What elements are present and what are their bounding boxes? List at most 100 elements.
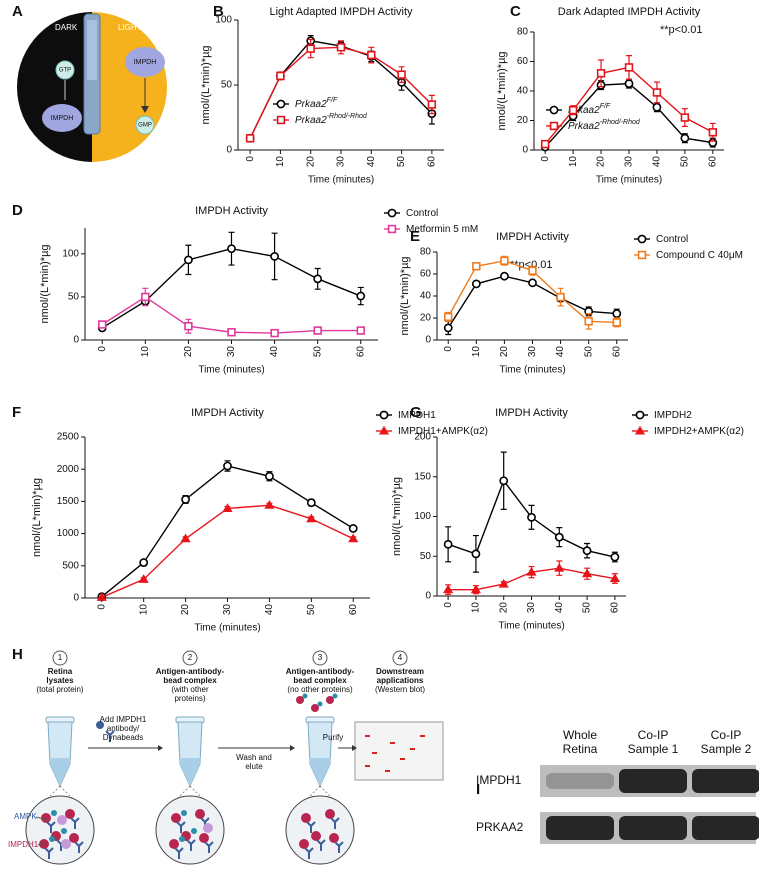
marker — [264, 500, 275, 509]
marker — [498, 578, 509, 588]
y-axis-label: nmol/(L*min)*µg — [200, 45, 212, 124]
blot-sheet — [354, 721, 444, 781]
y-tick-label: 60 — [517, 56, 529, 67]
step-number: 4 — [398, 653, 403, 662]
column-header: Sample 2 — [701, 742, 752, 756]
blot-band — [410, 748, 415, 750]
impdh1-protein — [199, 833, 209, 843]
y-tick-label: 20 — [517, 115, 529, 126]
x-tick-label: 50 — [396, 156, 407, 168]
marker — [306, 513, 317, 523]
step-note: (with other — [171, 685, 209, 694]
legend-name: Control — [406, 208, 438, 219]
step-number: 3 — [318, 653, 323, 662]
x-axis-label: Time (minutes) — [194, 623, 260, 634]
tube-liquid — [49, 758, 71, 786]
x-tick-label: 10 — [471, 346, 482, 358]
legend-label: Compound C 40μM — [656, 250, 743, 261]
marker — [356, 326, 365, 335]
x-tick-label: 30 — [527, 346, 538, 358]
column-header: Retina — [563, 742, 598, 756]
chart-title: IMPDH Activity — [191, 407, 264, 419]
x-tick-label: 30 — [222, 604, 233, 616]
legend-label: IMPDH1 — [398, 410, 436, 421]
x-tick-label: 0 — [540, 156, 551, 162]
line-chart: 0 50 100 150 200 0 10 20 30 40 50 60 G IMPDH Activity… — [391, 404, 744, 632]
x-tick-label: 30 — [226, 346, 237, 358]
y-tick-label: 50 — [221, 80, 233, 91]
legend-name: IMPDH1 — [398, 410, 436, 421]
legend-superscript: F/F — [600, 103, 611, 110]
x-tick-label: 60 — [348, 604, 359, 616]
marker — [180, 533, 191, 543]
x-tick-label: 50 — [680, 156, 691, 168]
impdh1-protein — [39, 839, 49, 849]
marker — [612, 318, 621, 327]
tube-liquid — [309, 758, 331, 786]
step-number: 1 — [58, 653, 63, 662]
x-tick-label: 40 — [554, 602, 565, 614]
row-label: IMPDH1 — [476, 773, 522, 787]
blot-band — [400, 758, 405, 760]
x-tick-label: 20 — [499, 346, 510, 358]
marker — [652, 102, 662, 112]
marker — [624, 79, 634, 89]
legend-label: IMPDH1+AMPK(α2) — [398, 426, 488, 437]
legend-superscript: F/F — [327, 97, 338, 104]
purified-ampk — [332, 693, 338, 699]
x-tick-label: 40 — [264, 604, 275, 616]
marker — [680, 133, 690, 143]
ampk-protein — [49, 836, 55, 842]
x-tick-label: 20 — [596, 156, 607, 168]
legend-name: IMPDH2+AMPK(α2) — [654, 426, 744, 437]
impdh1-protein — [171, 813, 181, 823]
gtp-bubble — [55, 60, 75, 80]
step-note: (no other proteins) — [287, 685, 353, 694]
arrow-head — [158, 745, 163, 751]
legend-label: Prkaa2F/F — [295, 97, 338, 110]
tube-liquid — [179, 758, 201, 786]
impdh-blob-light — [125, 47, 165, 77]
y-tick-label: 0 — [73, 335, 79, 346]
impdh1-label: IMPDH1 — [8, 840, 39, 849]
other-protein — [203, 823, 213, 833]
antibody — [176, 821, 186, 833]
dark-label: DARK — [55, 23, 78, 32]
arrow-head — [290, 745, 295, 751]
panel-letter: D — [12, 202, 23, 219]
marker — [500, 271, 509, 281]
legend-marker — [378, 425, 390, 435]
x-axis-label: Time (minutes) — [596, 175, 662, 186]
chart-title: IMPDH Activity — [496, 231, 569, 243]
marker — [138, 574, 149, 583]
x-tick-label: 60 — [707, 156, 718, 168]
series-line — [249, 46, 433, 139]
marker — [184, 255, 193, 265]
column-header: Co-IP — [638, 728, 669, 742]
marker — [222, 503, 233, 512]
impdh-label: IMPDH — [51, 115, 74, 122]
y-axis-label: nmol/(L*min)*µg — [39, 244, 51, 323]
dark-half — [17, 12, 92, 162]
legend-marker — [549, 105, 559, 115]
blot-band — [365, 735, 370, 737]
x-tick-label: 10 — [568, 156, 579, 168]
panel-letter: F — [12, 404, 21, 421]
purified-ampk — [302, 693, 308, 699]
step-title: bead complex — [293, 676, 347, 685]
y-axis-label: nmol/(L*min)*µg — [496, 51, 508, 130]
x-tick-label: 20 — [305, 156, 316, 168]
x-tick-label: 0 — [245, 156, 256, 162]
step-number: 2 — [188, 653, 193, 662]
impdh1-pointer — [37, 841, 47, 846]
antibody — [74, 841, 84, 853]
purified-protein — [326, 696, 334, 704]
marker — [444, 312, 453, 322]
impdh1-protein — [195, 809, 205, 819]
step-note: (Western blot) — [375, 685, 425, 694]
series-line — [101, 504, 354, 598]
y-tick-label: 50 — [68, 292, 80, 303]
arrow-label: antibody/ — [107, 724, 140, 733]
marker — [528, 278, 537, 288]
